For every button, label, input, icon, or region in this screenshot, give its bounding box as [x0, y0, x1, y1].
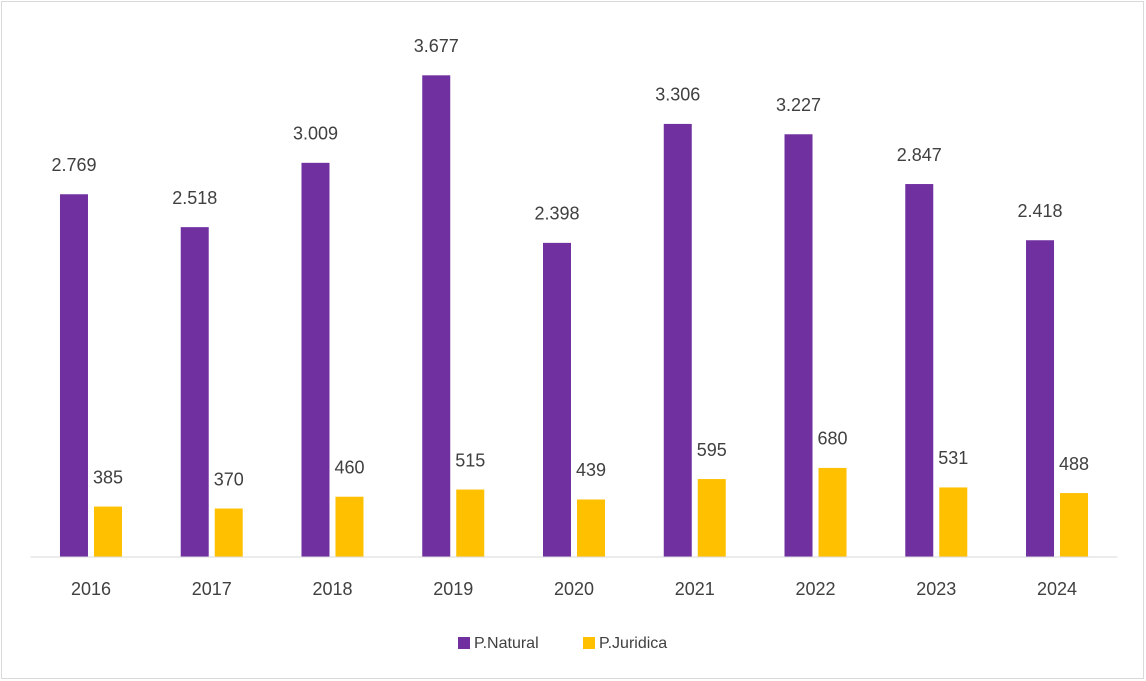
- bar: [1026, 240, 1055, 557]
- data-label: 2.418: [1017, 201, 1062, 221]
- data-label: 680: [817, 429, 847, 449]
- x-tick-label: 2016: [71, 579, 111, 599]
- x-tick-label: 2021: [675, 579, 715, 599]
- x-tick-label: 2018: [312, 579, 352, 599]
- data-label: 2.847: [897, 145, 942, 165]
- data-label: 2.769: [51, 155, 96, 175]
- data-label: 515: [455, 450, 485, 470]
- data-label: 488: [1059, 454, 1089, 474]
- legend-swatch: [583, 637, 595, 649]
- bar: [697, 479, 726, 557]
- data-label: 595: [697, 440, 727, 460]
- bar: [214, 508, 243, 557]
- bar: [939, 487, 968, 557]
- bar: [818, 467, 847, 557]
- bar: [59, 194, 88, 558]
- data-label: 439: [576, 460, 606, 480]
- x-tick-label: 2020: [554, 579, 594, 599]
- data-label: 3.306: [655, 85, 700, 105]
- legend-label: P.Natural: [474, 635, 539, 652]
- data-label: 3.009: [293, 124, 338, 144]
- legend-swatch: [458, 637, 470, 649]
- x-tick-label: 2019: [433, 579, 473, 599]
- data-label: 385: [93, 467, 123, 487]
- bar: [180, 227, 209, 557]
- data-label: 531: [938, 448, 968, 468]
- bar: [422, 75, 451, 558]
- bar: [335, 496, 364, 557]
- bar: [456, 489, 485, 557]
- x-tick-label: 2024: [1037, 579, 1077, 599]
- x-tick-label: 2017: [192, 579, 232, 599]
- bar: [905, 184, 934, 557]
- bar: [784, 134, 813, 557]
- data-label: 2.518: [172, 188, 217, 208]
- data-label: 3.227: [776, 95, 821, 115]
- bar: [301, 162, 330, 558]
- bar: [93, 506, 122, 557]
- bar: [663, 123, 692, 557]
- data-label: 2.398: [534, 204, 579, 224]
- legend-label: P.Juridica: [599, 635, 667, 652]
- data-label: 3.677: [414, 36, 459, 56]
- bar: [1060, 493, 1089, 557]
- data-label: 460: [334, 457, 364, 477]
- x-tick-label: 2022: [795, 579, 835, 599]
- bar: [577, 499, 605, 557]
- data-label: 370: [214, 469, 244, 489]
- bar: [543, 242, 571, 557]
- x-tick-label: 2023: [916, 579, 956, 599]
